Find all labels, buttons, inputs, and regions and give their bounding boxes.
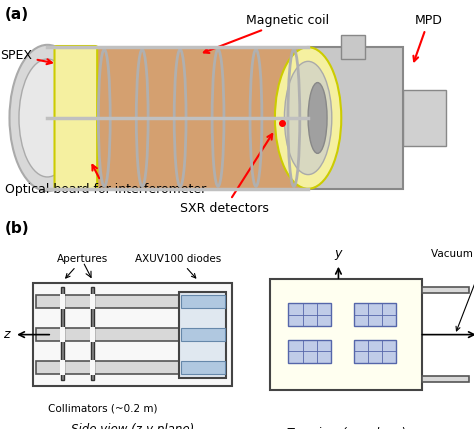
Ellipse shape: [275, 47, 341, 189]
FancyBboxPatch shape: [403, 90, 446, 146]
Bar: [60, 294, 65, 309]
Text: y: y: [335, 247, 342, 260]
Text: AXUV100 diodes: AXUV100 diodes: [136, 254, 222, 278]
Bar: [288, 303, 331, 326]
Bar: [60, 360, 65, 375]
Text: (b): (b): [5, 221, 29, 236]
Bar: [422, 376, 469, 383]
Text: Magnetic coil: Magnetic coil: [204, 14, 329, 53]
Text: Optical board for interferometer: Optical board for interferometer: [5, 165, 206, 196]
FancyBboxPatch shape: [55, 46, 97, 190]
Bar: [181, 328, 225, 341]
Ellipse shape: [284, 61, 332, 175]
Bar: [90, 360, 95, 375]
FancyBboxPatch shape: [308, 47, 403, 189]
Text: Collimators (~0.2 m): Collimators (~0.2 m): [48, 403, 158, 413]
Text: Vacuum feedthrough: Vacuum feedthrough: [431, 249, 474, 331]
Text: z: z: [3, 328, 9, 341]
Text: Apertures: Apertures: [57, 254, 109, 278]
Text: (a): (a): [5, 7, 29, 22]
Bar: [181, 295, 225, 308]
Bar: [354, 303, 396, 326]
Bar: [61, 287, 64, 380]
Bar: [354, 340, 396, 363]
Bar: [33, 283, 232, 386]
Text: Side view (z-y plane): Side view (z-y plane): [71, 423, 194, 429]
Bar: [181, 361, 225, 374]
Bar: [60, 327, 65, 342]
Bar: [36, 328, 179, 341]
Text: Top view (x-y plane): Top view (x-y plane): [286, 427, 406, 429]
Ellipse shape: [19, 59, 76, 177]
Bar: [90, 327, 95, 342]
Text: SXR detectors: SXR detectors: [180, 134, 272, 215]
Bar: [179, 292, 226, 378]
FancyBboxPatch shape: [341, 36, 365, 59]
Text: SPEX: SPEX: [0, 49, 52, 64]
Bar: [270, 279, 422, 390]
Bar: [288, 340, 331, 363]
Ellipse shape: [9, 45, 85, 191]
Bar: [36, 295, 179, 308]
FancyBboxPatch shape: [47, 47, 308, 189]
Ellipse shape: [308, 83, 327, 154]
Bar: [36, 361, 179, 374]
Bar: [422, 287, 469, 293]
Bar: [91, 287, 94, 380]
Bar: [90, 294, 95, 309]
Text: MPD: MPD: [413, 14, 443, 61]
